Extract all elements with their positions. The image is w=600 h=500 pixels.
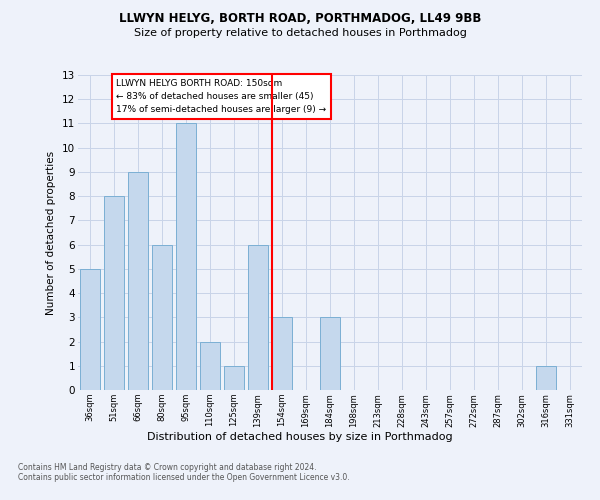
Text: LLWYN HELYG BORTH ROAD: 150sqm
← 83% of detached houses are smaller (45)
17% of : LLWYN HELYG BORTH ROAD: 150sqm ← 83% of … — [116, 78, 326, 114]
Bar — [104, 196, 124, 390]
Bar — [248, 244, 268, 390]
Bar — [224, 366, 244, 390]
Text: Size of property relative to detached houses in Porthmadog: Size of property relative to detached ho… — [134, 28, 466, 38]
Text: Contains HM Land Registry data © Crown copyright and database right 2024.: Contains HM Land Registry data © Crown c… — [18, 462, 317, 471]
Text: Contains public sector information licensed under the Open Government Licence v3: Contains public sector information licen… — [18, 472, 350, 482]
Text: LLWYN HELYG, BORTH ROAD, PORTHMADOG, LL49 9BB: LLWYN HELYG, BORTH ROAD, PORTHMADOG, LL4… — [119, 12, 481, 26]
Y-axis label: Number of detached properties: Number of detached properties — [46, 150, 56, 314]
Bar — [152, 244, 172, 390]
Bar — [320, 318, 340, 390]
Bar — [176, 124, 196, 390]
Text: Distribution of detached houses by size in Porthmadog: Distribution of detached houses by size … — [147, 432, 453, 442]
Bar — [128, 172, 148, 390]
Bar — [200, 342, 220, 390]
Bar — [272, 318, 292, 390]
Bar — [80, 269, 100, 390]
Bar — [536, 366, 556, 390]
